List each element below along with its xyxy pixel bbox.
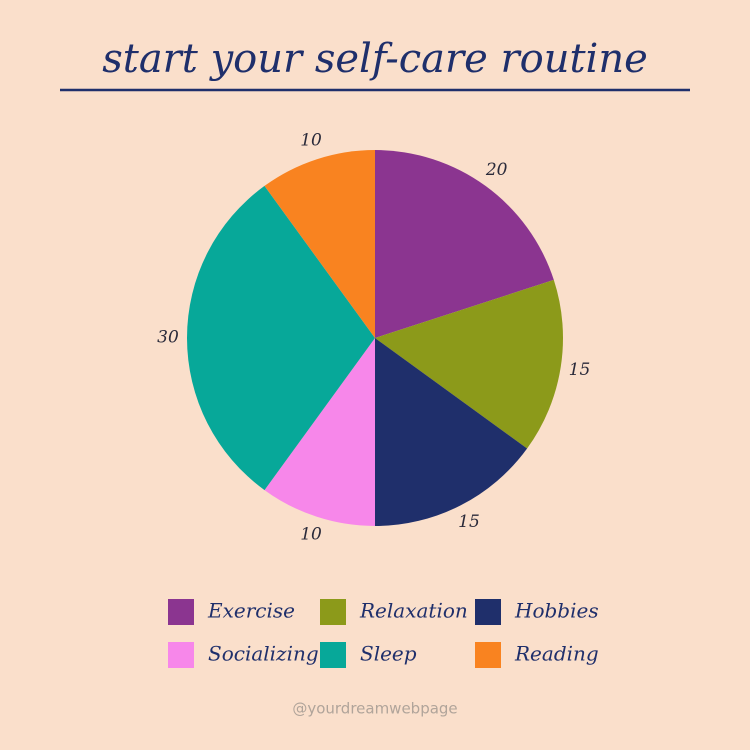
legend-swatch	[320, 642, 346, 668]
legend-swatch	[168, 599, 194, 625]
pie-slice	[264, 150, 375, 338]
data-label: 15	[569, 360, 591, 380]
data-label: 10	[300, 524, 322, 544]
legend-label: Exercise	[207, 599, 295, 623]
legend-label: Reading	[514, 642, 599, 666]
pie-slice	[187, 185, 375, 491]
pie-slice	[375, 279, 564, 449]
footer: @yourdreamwebpage	[292, 700, 457, 718]
legend-swatch	[168, 642, 194, 668]
legend-label: Socializing	[208, 642, 319, 666]
legend-swatch	[475, 642, 501, 668]
pie-slice	[264, 338, 375, 526]
legend-swatch	[475, 599, 501, 625]
pie-slice	[375, 338, 528, 526]
pie-slice	[375, 150, 554, 338]
data-label: 10	[300, 131, 322, 151]
legend-swatch	[320, 599, 346, 625]
legend-label: Relaxation	[359, 599, 468, 623]
chart-title: start your self-care routine	[102, 36, 648, 82]
data-label: 30	[157, 328, 179, 348]
data-label: 15	[458, 512, 480, 532]
legend-label: Hobbies	[514, 599, 599, 623]
legend-label: Sleep	[360, 642, 417, 666]
data-label: 20	[485, 160, 508, 180]
